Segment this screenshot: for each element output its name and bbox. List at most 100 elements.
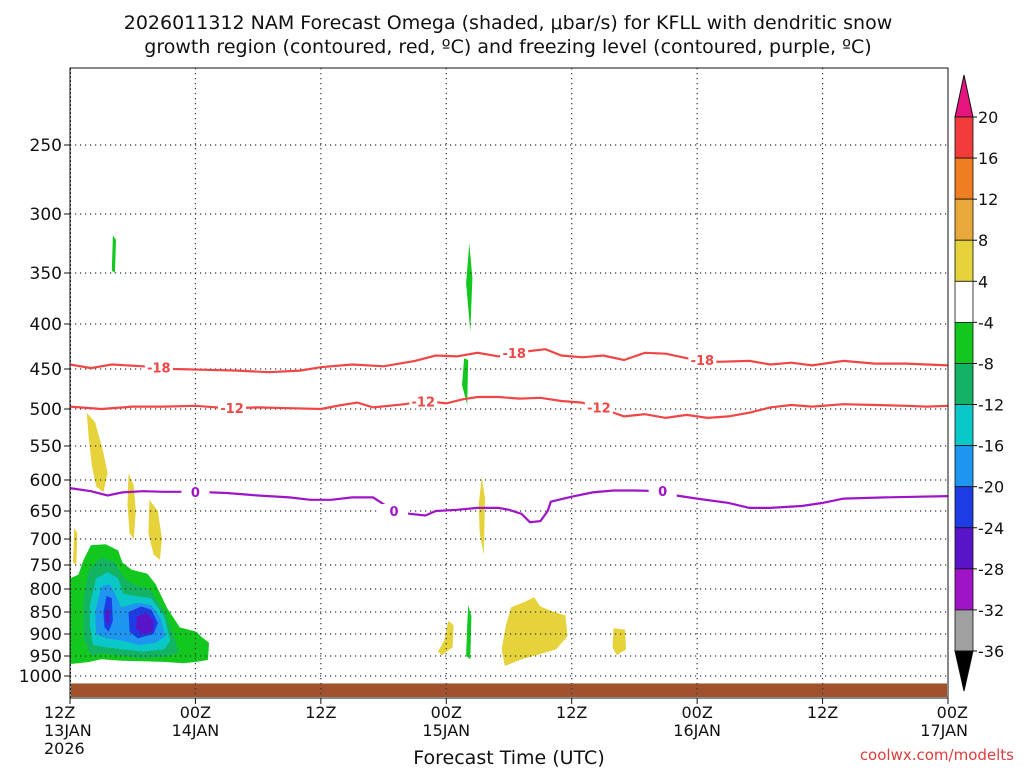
contour-label-bg xyxy=(380,504,409,518)
x-tick-label: 00Z xyxy=(937,703,968,722)
x-tick-label: 2026 xyxy=(44,739,85,758)
colorbar-swatch xyxy=(954,321,974,364)
colorbar-tick-label: 4 xyxy=(978,272,988,291)
contour-line-0 xyxy=(69,487,949,524)
colorbar-swatch xyxy=(954,404,974,447)
omega-region-0 xyxy=(111,235,116,273)
omega-region-11 xyxy=(612,628,627,656)
colorbar-tick-label: 16 xyxy=(978,149,998,168)
contour-label--12: -12 xyxy=(412,395,436,410)
contour-line--18 xyxy=(69,348,949,374)
omega-region-19 xyxy=(106,609,110,623)
x-tick-label: 12Z xyxy=(556,703,587,722)
colorbar-tick-label: -32 xyxy=(978,601,1004,620)
y-tick-label: 950 xyxy=(30,647,62,667)
colorbar-swatch xyxy=(954,157,974,200)
footer-credit: coolwx.com/modelts xyxy=(860,746,1014,764)
y-tick-label: 750 xyxy=(30,556,62,576)
omega-region-1 xyxy=(466,243,473,332)
omega-region-6 xyxy=(127,473,136,539)
colorbar-swatch xyxy=(954,198,974,241)
x-tick-label: 14JAN xyxy=(172,721,220,740)
colorbar-tick-label: -12 xyxy=(978,396,1004,415)
temperature-contours: -18 -18 -18 -12 -12 -12 0 0 0 xyxy=(69,345,949,524)
colorbar-tick-label: -8 xyxy=(978,354,994,373)
contour-label-bg xyxy=(144,360,173,375)
contour-label--18: -18 xyxy=(147,362,171,377)
omega-region-18 xyxy=(135,612,154,634)
x-tick-label: 00Z xyxy=(431,703,462,722)
contour-label--12: -12 xyxy=(587,402,611,417)
colorbar-swatch xyxy=(954,568,974,611)
contour-label-bg xyxy=(688,353,717,367)
omega-shading xyxy=(70,235,627,666)
colorbar-top-arrow xyxy=(954,74,974,118)
x-tick-label: 00Z xyxy=(180,703,211,722)
colorbar-tick-label: 20 xyxy=(978,108,998,127)
y-tick-label: 600 xyxy=(30,471,62,491)
surface-band xyxy=(71,683,947,697)
colorbar-swatch xyxy=(954,527,974,570)
y-tick-label: 550 xyxy=(30,437,62,457)
omega-region-8 xyxy=(478,476,485,555)
contour-label--12: -12 xyxy=(220,402,244,417)
colorbar-tick-label: 12 xyxy=(978,190,998,209)
colorbar-tick-label: -20 xyxy=(978,478,1004,497)
contour-label-bg xyxy=(500,345,529,360)
colorbar-tick-label: -28 xyxy=(978,560,1004,579)
y-tick-label: 400 xyxy=(30,315,62,335)
colorbar-swatch xyxy=(954,363,974,405)
y-tick-label: 1000 xyxy=(19,667,62,687)
x-tick-label: 00Z xyxy=(681,703,712,722)
chart-title-line-1: 2026011312 NAM Forecast Omega (shaded, μ… xyxy=(124,12,893,34)
x-tick-label: 16JAN xyxy=(673,721,721,740)
contour-line--12 xyxy=(69,395,949,420)
omega-region-4 xyxy=(86,412,108,493)
surface-ground xyxy=(71,683,947,697)
contour-label-0: 0 xyxy=(390,505,399,520)
colorbar-tick-label: -16 xyxy=(978,437,1004,456)
x-tick-label: 15JAN xyxy=(422,721,470,740)
contour-label--18: -18 xyxy=(691,354,715,369)
colorbar-swatch xyxy=(954,486,974,529)
colorbar-tick-label: -24 xyxy=(978,519,1004,538)
y-tick-label: 500 xyxy=(30,400,62,420)
x-tick-label: 12Z xyxy=(305,703,336,722)
x-tick-label: 13JAN xyxy=(44,721,92,740)
contour-label--18: -18 xyxy=(502,347,526,362)
contour-label-bg xyxy=(181,484,210,499)
colorbar-swatch xyxy=(954,116,974,159)
y-tick-label: 250 xyxy=(30,136,62,156)
plot-frame xyxy=(69,67,949,699)
omega-region-10 xyxy=(501,597,568,666)
contour-label-bg xyxy=(218,401,247,416)
y-tick-label: 700 xyxy=(30,530,62,550)
x-axis-label: Forecast Time (UTC) xyxy=(413,747,604,768)
contour-label-bg xyxy=(584,400,613,415)
contour-label-0: 0 xyxy=(191,486,200,501)
y-tick-label: 300 xyxy=(30,205,62,225)
colorbar: 20 16 12 8 4 -4 -8 -12 -16 -20 -24 -28 -32 -36 xyxy=(954,74,1004,692)
y-tick-label: 650 xyxy=(30,502,62,522)
omega-region-2 xyxy=(462,358,469,405)
y-tick-label: 900 xyxy=(30,625,62,645)
contour-label-0: 0 xyxy=(658,485,667,500)
colorbar-swatch xyxy=(954,445,974,488)
x-tick-label: 17JAN xyxy=(920,721,968,740)
contour-label-bg xyxy=(409,394,438,409)
y-tick-label: 850 xyxy=(30,603,62,623)
y-axis-ticks: 2503003504004505005506006507007508008509… xyxy=(19,136,70,687)
chart-title-line-2: growth region (contoured, red, ºC) and f… xyxy=(144,36,871,58)
omega-region-9 xyxy=(437,620,454,656)
colorbar-tick-label: -36 xyxy=(978,642,1004,661)
colorbar-swatch xyxy=(954,280,974,323)
colorbar-bottom-arrow xyxy=(954,650,974,692)
contour-label-bg xyxy=(648,484,677,499)
y-tick-label: 450 xyxy=(30,360,62,380)
x-tick-label: 12Z xyxy=(807,703,838,722)
omega-region-5 xyxy=(73,527,78,565)
colorbar-tick-label: -4 xyxy=(978,313,994,332)
y-tick-label: 800 xyxy=(30,580,62,600)
